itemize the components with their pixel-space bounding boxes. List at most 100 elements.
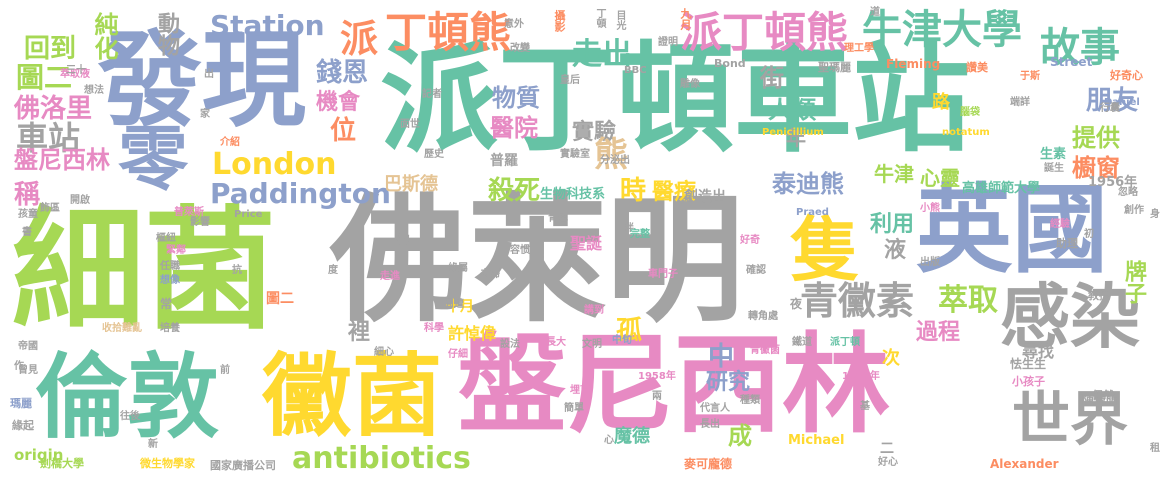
cloud-word: 物質 [492, 84, 540, 112]
cloud-word: 孤 [616, 316, 643, 346]
cloud-word: 綠屬 [448, 263, 468, 274]
cloud-word: 回到 [24, 34, 77, 64]
cloud-word: 劍橋大學 [40, 457, 84, 470]
cloud-word: 種類 [740, 395, 760, 406]
cloud-word: 佛洛里 [14, 94, 93, 124]
cloud-word: 初 [1084, 229, 1094, 240]
cloud-word: 經驗 [1050, 219, 1070, 230]
cloud-word: 容惯 [510, 245, 530, 256]
cloud-word: 長大 [546, 337, 566, 348]
cloud-word: 身 [1150, 209, 1160, 220]
cloud-word: 國家廣播公司 [210, 459, 276, 472]
cloud-word: 派丁頓車站 [380, 30, 971, 168]
cloud-word: 泰迪熊 [772, 170, 844, 198]
cloud-word: 確認 [746, 265, 766, 276]
cloud-word: 路 [929, 92, 950, 110]
cloud-word: 代言人 [700, 403, 730, 414]
cloud-word: 倫敦 [35, 344, 220, 451]
cloud-word: 轉角處 [748, 311, 778, 322]
cloud-word: 細菌 [12, 194, 276, 348]
cloud-word: 夜 [790, 297, 803, 311]
cloud-word: 世界 [1012, 385, 1129, 453]
cloud-word: 孩童 [18, 209, 38, 220]
cloud-word: 抗 [232, 265, 242, 276]
cloud-word: 想法 [84, 85, 104, 96]
cloud-word: 走出 [572, 37, 632, 72]
cloud-word: Price [234, 209, 263, 220]
cloud-word: 尋找 [1022, 342, 1055, 361]
cloud-word: 創作 [1124, 205, 1144, 216]
cloud-word: 萃取液 [60, 69, 90, 80]
cloud-word: 埋首 [570, 385, 590, 396]
cloud-word: 街 [760, 64, 784, 92]
cloud-word: Michael [788, 433, 845, 448]
cloud-word: 心靈 [920, 166, 960, 190]
cloud-word: 好心 [878, 457, 898, 468]
cloud-word: 青黴菌 [750, 345, 780, 356]
cloud-word: 端詳 [1010, 97, 1030, 108]
cloud-word: 心 [604, 435, 614, 446]
cloud-word: Street [1050, 55, 1093, 69]
cloud-word: 講到 [584, 305, 604, 316]
cloud-word: 任職 [160, 261, 180, 272]
cloud-word: 殺死 [488, 176, 541, 206]
cloud-word: 位 [330, 116, 357, 146]
cloud-word: 利用 [870, 212, 915, 237]
cloud-word: Penicillium [762, 127, 824, 138]
cloud-word: 家 [200, 109, 210, 120]
cloud-word: 細心 [374, 347, 394, 358]
cloud-word: 人類 [768, 96, 816, 124]
cloud-word: 圖二 [16, 61, 73, 94]
cloud-word: 時 [620, 176, 647, 206]
cloud-word: 周遭 [444, 299, 464, 310]
cloud-word: 櫥窗 [1072, 154, 1120, 182]
cloud-word: 陳煒昕 [1082, 393, 1119, 407]
cloud-word: 年 [786, 126, 806, 150]
cloud-word: 機會 [316, 90, 361, 115]
cloud-word: 過程 [916, 320, 961, 345]
cloud-word: 長出 [700, 419, 720, 430]
cloud-word: 故事 [1040, 25, 1120, 71]
cloud-word: 牛津 [874, 162, 914, 186]
cloud-word: 前 [220, 365, 230, 376]
cloud-word: 新 [148, 439, 158, 450]
cloud-word: 丁頓熊 [385, 8, 512, 57]
cloud-word: 1928年 [842, 371, 880, 382]
cloud-word: 鐵道 [792, 337, 812, 348]
cloud-word: 研究 [706, 370, 751, 395]
cloud-word: 錢恩 [316, 58, 369, 88]
cloud-word: 生物科技系 [540, 187, 606, 202]
cloud-word: London [212, 147, 337, 182]
cloud-word: 提供 [1072, 124, 1120, 152]
cloud-word: 青色 [548, 213, 568, 224]
cloud-word: 車站 [16, 119, 81, 157]
cloud-word: 二 [880, 441, 894, 457]
cloud-word: 于斯 [1020, 71, 1040, 82]
cloud-word: antibiotics [292, 441, 471, 476]
cloud-word: 裡 [348, 320, 371, 345]
cloud-word: 出 [204, 69, 214, 80]
cloud-word: 巴斯德 [384, 174, 438, 195]
cloud-word: 車門子 [648, 269, 678, 280]
cloud-word: notatum [942, 127, 990, 138]
cloud-word: 成 [728, 422, 752, 450]
cloud-word: 萃取 [938, 283, 998, 318]
cloud-word: 伴 [624, 223, 634, 234]
cloud-word: 改變 [510, 43, 530, 54]
cloud-word: 三十 [66, 65, 86, 76]
cloud-word: 緣起 [12, 419, 34, 432]
cloud-word: 影響 [190, 217, 210, 228]
cloud-word: 派丁頓熊 [680, 8, 849, 57]
cloud-word: 生素 [1040, 147, 1067, 162]
cloud-word: 出版 [920, 257, 940, 268]
cloud-word: 零 [118, 118, 188, 200]
cloud-word: BBC [624, 65, 647, 76]
cloud-word: 實驗室 [560, 149, 590, 160]
cloud-word: 普羅 [490, 153, 518, 169]
cloud-word: 簡單 [564, 403, 584, 414]
cloud-word: 雕像 [680, 79, 700, 90]
cloud-word: 分泌出 [600, 155, 630, 166]
cloud-word: 普萊斯 [174, 207, 204, 218]
cloud-word: 麥可龐德 [684, 457, 733, 471]
